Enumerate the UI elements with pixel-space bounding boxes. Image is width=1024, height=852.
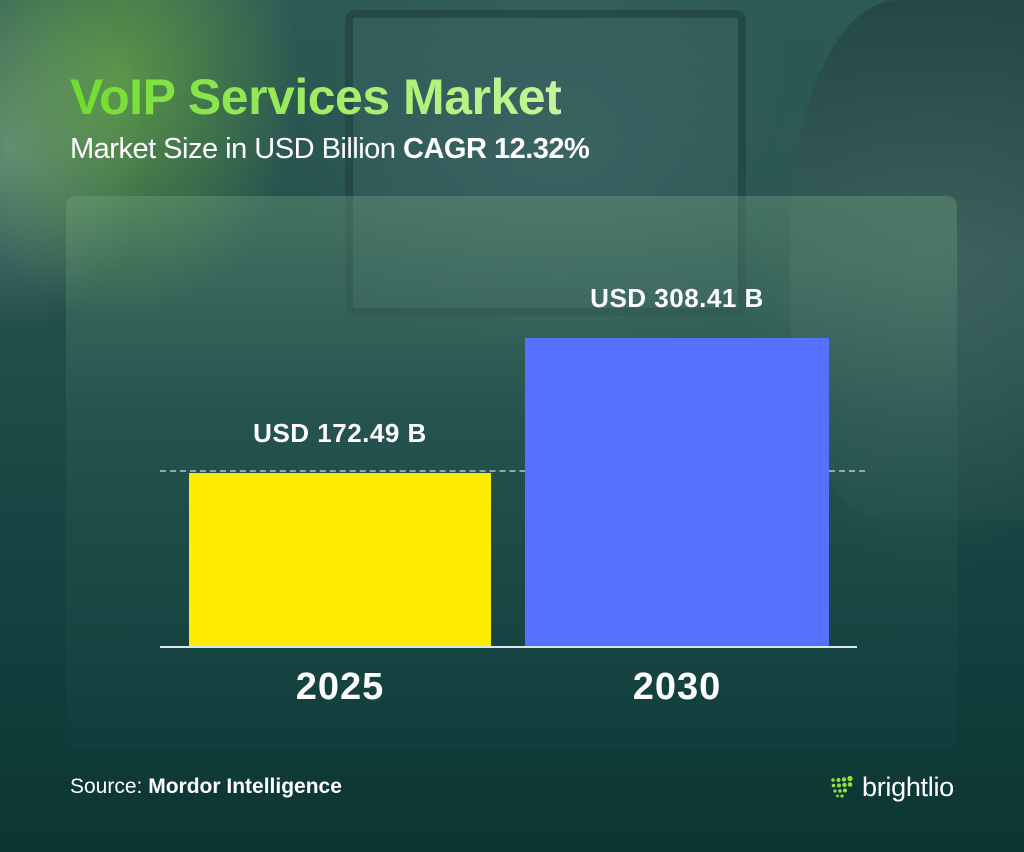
chart-title: VoIP Services Market	[70, 69, 562, 125]
x-axis-baseline	[160, 646, 857, 648]
brand-logo: brightlio	[830, 772, 954, 803]
background-monitor	[345, 10, 746, 316]
chart-subtitle: Market Size in USD Billion CAGR 12.32%	[70, 133, 590, 166]
source-credit: Source: Mordor Intelligence	[70, 775, 342, 799]
bar-2030	[525, 338, 829, 647]
x-tick-2025: 2025	[295, 666, 385, 708]
cagr-value: CAGR 12.32%	[403, 133, 590, 165]
data-label-2025: USD 172.49 B	[253, 418, 427, 448]
brand-name: brightlio	[862, 772, 954, 802]
x-tick-2030: 2030	[632, 666, 722, 708]
dot-grid-shield-icon	[831, 775, 853, 798]
reference-dashed-line	[160, 470, 865, 472]
data-label-2030: USD 308.41 B	[590, 283, 764, 313]
subtitle-units: Market Size in USD Billion	[70, 133, 396, 165]
background-person	[790, 0, 1024, 520]
source-prefix: Source:	[70, 775, 143, 798]
source-name: Mordor Intelligence	[148, 775, 342, 798]
bar-2025	[189, 473, 491, 647]
